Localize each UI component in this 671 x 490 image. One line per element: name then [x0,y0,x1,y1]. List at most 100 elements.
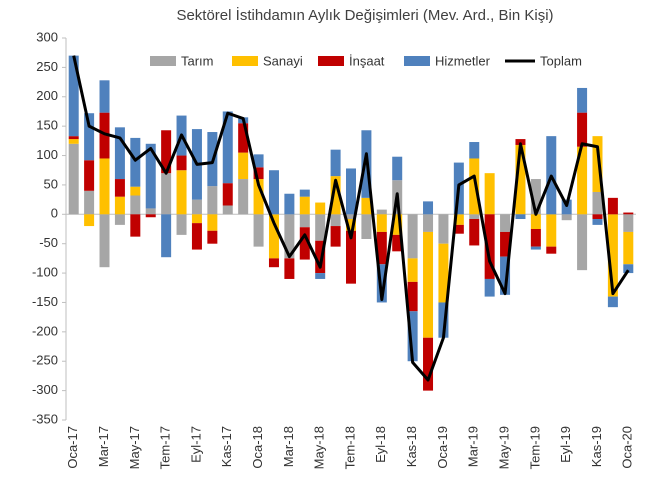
bar-segment [438,302,449,338]
bar-segment [607,296,618,308]
bar-segment [284,258,295,279]
bar-segment [114,214,125,225]
bar-segment [623,212,634,215]
bar-segment [607,197,618,215]
bar-segment [207,186,218,215]
bar-segment [284,214,295,259]
bar-segment [561,214,572,221]
legend-label: Tarım [181,53,214,68]
bar-segment [253,214,264,247]
bar-segment [315,273,326,279]
x-tick-label: Eyl-19 [558,426,573,463]
legend-swatch [232,56,258,66]
bar-segment [191,223,202,250]
bar-segment [530,214,541,229]
y-tick-label: -300 [32,382,58,397]
bar-segment [392,156,403,181]
bar-segment [99,80,110,113]
bar-segment [176,155,187,171]
bar-segment [515,214,526,220]
bar-segment [299,189,310,197]
x-tick-label: Mar-19 [466,426,481,467]
bar-segment [453,224,464,234]
bar-segment [268,170,279,215]
bar-segment [469,219,480,246]
bar-segment [607,214,618,297]
y-tick-label: 100 [36,147,58,162]
bar-segment [469,142,480,159]
bar-segment [253,154,264,168]
y-tick-label: 300 [36,29,58,44]
y-tick-label: 200 [36,88,58,103]
bar-segment [392,214,403,235]
bar-segment [438,214,449,244]
bar-segment [623,214,634,232]
y-tick-label: 250 [36,59,58,74]
y-tick-label: -150 [32,294,58,309]
bar-segment [346,168,356,215]
bar-segment [315,202,326,215]
legend-swatch [150,56,176,66]
x-tick-label: Eyl-18 [373,426,388,463]
bar-segment [484,173,495,215]
bar-segment [423,201,434,215]
bar-segment [315,214,326,241]
bar-segment [361,214,372,239]
bar-segment [592,191,603,215]
bar-segment [438,243,449,303]
bar-segment [376,214,387,232]
bar-segment [207,214,218,231]
bar-segment [423,214,434,232]
y-tick-label: -200 [32,323,58,338]
y-tick-label: -350 [32,411,58,426]
bar-segment [515,144,526,215]
x-tick-label: Oca-17 [65,426,80,469]
bar-segment [299,196,310,215]
bar-segment [376,231,387,265]
bar-segment [530,229,541,247]
bar-segment [407,214,418,259]
total-line [72,55,630,382]
bar-segment [623,264,634,274]
bar-segment [299,227,310,260]
bar-segment [130,137,141,187]
legend-swatch [404,56,430,66]
x-tick-label: Oca-19 [435,426,450,469]
bar-segment [99,214,110,268]
bar-segment [577,214,588,271]
bar-segment [592,219,603,225]
bar-segment [346,230,356,284]
bar-segment [207,230,218,244]
bar-segment [84,160,95,191]
bar-segment [407,281,418,312]
bar-segment [469,158,480,215]
bar-segment [530,179,541,215]
bar-segment [346,214,356,220]
bar-segment [84,113,95,161]
x-tick-label: Mar-17 [96,426,111,467]
bar-segment [268,214,279,259]
x-tick-label: Oca-18 [250,426,265,469]
bar-segment [546,246,557,254]
bar-segment [330,214,341,227]
bar-segment [500,231,511,257]
bar-segment [68,136,79,140]
bar-segment [315,240,326,274]
x-tick-label: May-18 [312,426,327,469]
x-tick-label: Oca-20 [620,426,635,469]
legend-label: Hizmetler [435,53,491,68]
bar-segment [592,214,603,220]
bar-segment [346,219,356,231]
bar-segment [330,149,341,177]
y-tick-label: -250 [32,353,58,368]
bar-segment [407,311,418,362]
legend-label: İnşaat [349,53,385,68]
x-tick-label: Kas-19 [589,426,604,467]
bar-segment [500,214,511,232]
bar-segment [330,176,341,215]
bar-segment [577,87,588,113]
bar-segment [376,209,387,215]
bar-segment [361,197,372,215]
bar-segment [191,214,202,224]
